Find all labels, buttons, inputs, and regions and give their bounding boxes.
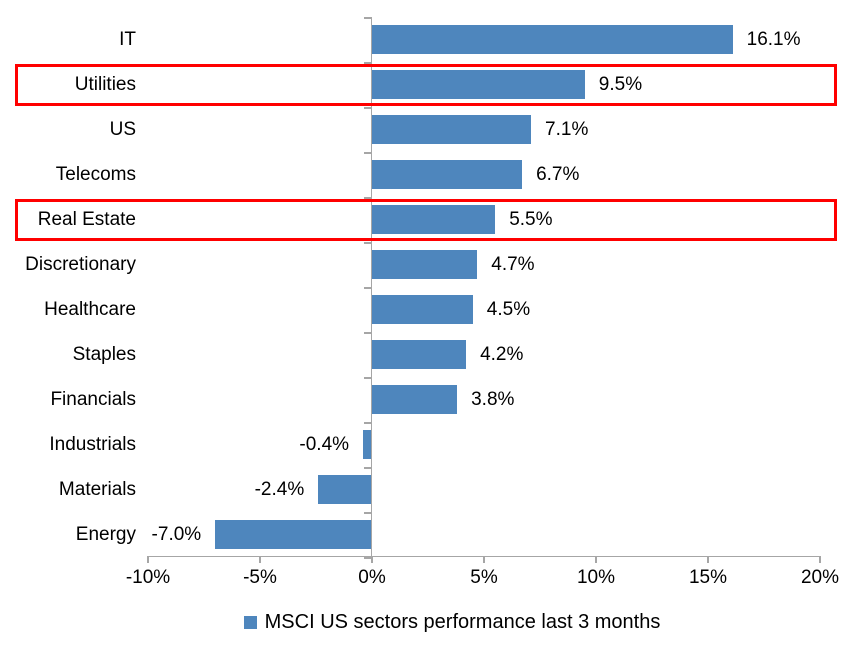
category-label: Industrials [49,433,136,455]
y-axis-tick [364,422,372,424]
y-axis-tick [364,332,372,334]
x-tick-label: -10% [125,567,171,588]
y-axis-tick [364,17,372,19]
bar [372,205,496,234]
bar [318,475,372,504]
bar [372,70,585,99]
category-label: Materials [58,478,136,500]
bar [363,430,372,459]
bar [372,115,532,144]
category-label: Discretionary [25,253,136,275]
highlight-box [15,63,837,106]
value-label: 3.8% [471,388,515,410]
x-tick-label: 15% [688,567,728,588]
bar [372,340,467,369]
y-axis-tick [364,557,372,559]
x-axis-tick [707,556,709,563]
x-axis-tick [147,556,149,563]
bar [372,250,478,279]
value-label: 7.1% [545,118,589,140]
legend-swatch-icon [243,615,257,629]
value-label: 5.5% [509,208,553,230]
category-label: Utilities [74,73,136,95]
x-tick-label: 20% [800,567,840,588]
x-axis-tick [595,556,597,563]
value-label: -0.4% [299,433,350,455]
y-axis-tick [364,62,372,64]
x-tick-label: 5% [470,567,498,588]
value-label: -7.0% [151,523,202,545]
category-label: Staples [72,343,136,365]
category-label: US [109,118,136,140]
y-axis-tick [364,467,372,469]
x-axis-tick [371,556,373,563]
x-tick-label: -5% [243,567,277,588]
x-axis-tick [483,556,485,563]
value-label: -2.4% [254,478,305,500]
y-axis-tick [364,287,372,289]
x-tick-label: 10% [576,567,616,588]
bar [372,385,458,414]
value-label: 16.1% [746,28,801,50]
y-axis-tick [364,242,372,244]
category-label: Telecoms [55,163,136,185]
x-axis-tick [819,556,821,563]
y-axis-tick [364,377,372,379]
bar [372,295,473,324]
category-label: Energy [75,523,136,545]
highlight-box [15,198,837,241]
value-label: 4.7% [491,253,535,275]
category-label: IT [119,28,136,50]
bar [372,25,733,54]
x-axis-tick [259,556,261,563]
value-label: 4.2% [480,343,524,365]
value-label: 9.5% [598,73,643,95]
value-label: 4.5% [486,298,531,320]
y-axis-tick [364,107,372,109]
category-label: Financials [50,388,136,410]
legend-label: MSCI US sectors performance last 3 month… [264,611,661,633]
legend: MSCI US sectors performance last 3 month… [0,609,852,635]
x-tick-label: 0% [358,567,386,588]
category-label: Real Estate [37,208,136,230]
bar [215,520,372,549]
category-label: Healthcare [44,298,136,320]
y-axis-tick [364,197,372,199]
y-axis-tick [364,512,372,514]
y-axis-tick [364,152,372,154]
value-label: 6.7% [536,163,580,185]
bar [372,160,523,189]
